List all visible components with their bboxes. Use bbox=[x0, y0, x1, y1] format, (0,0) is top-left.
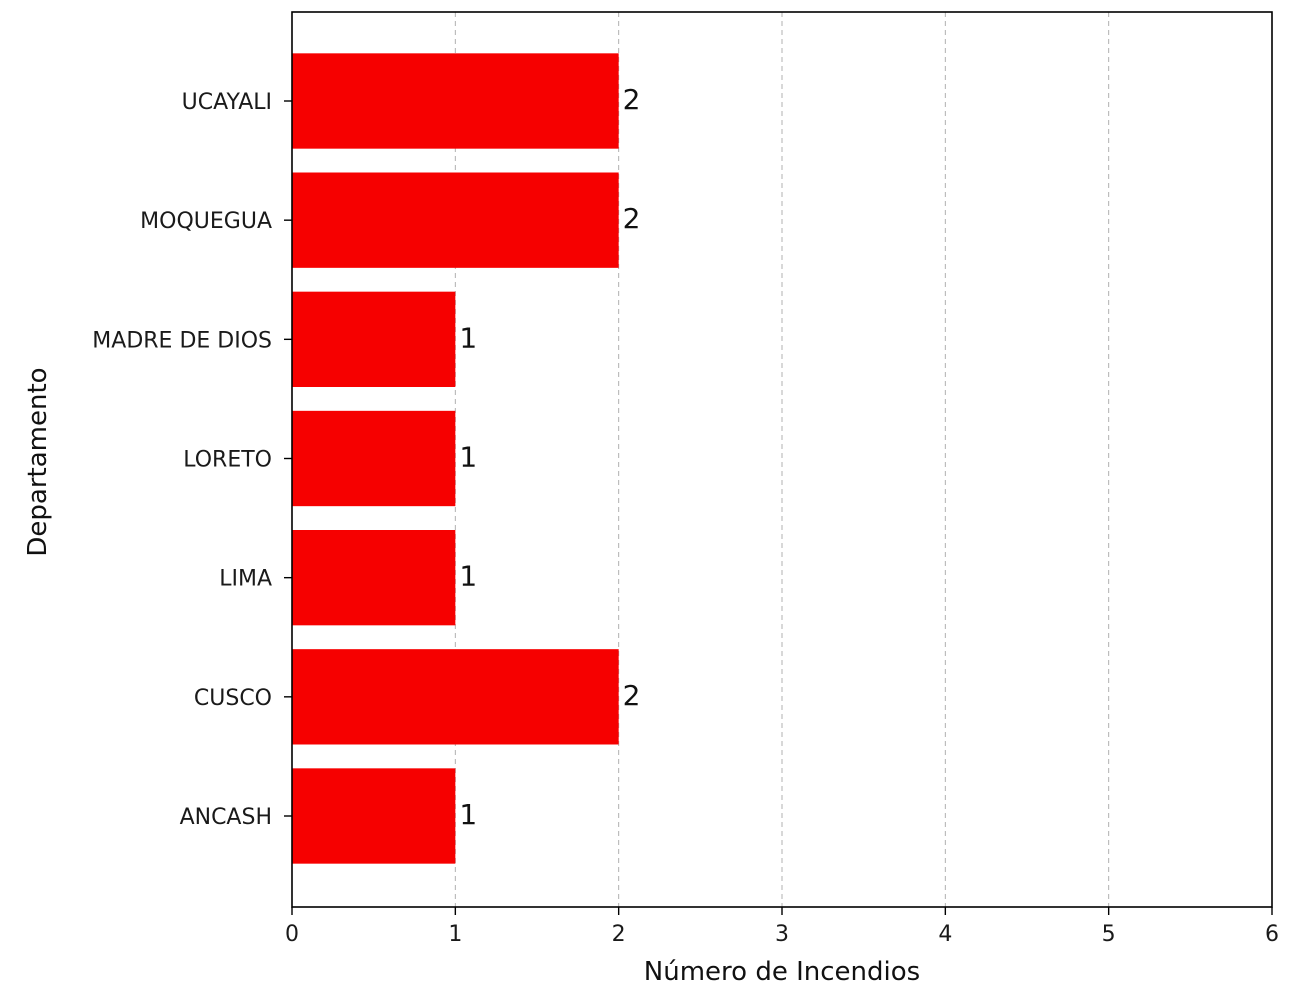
x-tick-label: 2 bbox=[612, 922, 626, 947]
y-tick-label: CUSCO bbox=[194, 686, 272, 711]
y-tick-label: MADRE DE DIOS bbox=[92, 328, 272, 353]
x-axis-title: Número de Incendios bbox=[644, 957, 920, 984]
bar-value-label: 1 bbox=[459, 560, 477, 593]
bar-value-label: 1 bbox=[459, 321, 477, 354]
bar bbox=[292, 410, 456, 507]
bar-value-label: 2 bbox=[623, 202, 641, 235]
bars bbox=[292, 53, 619, 864]
x-axis-ticks: 0 1 2 3 4 5 6 bbox=[285, 907, 1279, 947]
x-tick-label: 1 bbox=[448, 922, 462, 947]
x-tick-label: 4 bbox=[938, 922, 952, 947]
bar-value-label: 2 bbox=[623, 83, 641, 116]
bar-value-label: 2 bbox=[623, 679, 641, 712]
y-tick-label: MOQUEGUA bbox=[140, 209, 272, 234]
x-tick-label: 0 bbox=[285, 922, 299, 947]
x-tick-label: 3 bbox=[775, 922, 789, 947]
y-tick-label: ANCASH bbox=[180, 805, 272, 830]
bar bbox=[292, 530, 456, 626]
bar bbox=[292, 53, 619, 149]
y-axis-ticks: ANCASH CUSCO LIMA LORETO MADRE DE DIOS MOQUEG… bbox=[92, 90, 292, 830]
x-tick-label: 5 bbox=[1102, 922, 1116, 947]
x-tick-label: 6 bbox=[1265, 922, 1279, 947]
y-tick-label: UCAYALI bbox=[182, 90, 272, 115]
bar-value-label: 1 bbox=[459, 441, 477, 474]
bar bbox=[292, 649, 619, 745]
bar-value-label: 1 bbox=[459, 798, 477, 831]
data-labels: 1 2 1 1 1 2 2 bbox=[459, 83, 640, 831]
bar bbox=[292, 291, 456, 387]
y-tick-label: LIMA bbox=[219, 567, 272, 592]
bar bbox=[292, 172, 619, 268]
y-tick-label: LORETO bbox=[183, 448, 272, 473]
y-axis-title: Departamento bbox=[23, 367, 53, 556]
bar bbox=[292, 768, 456, 864]
